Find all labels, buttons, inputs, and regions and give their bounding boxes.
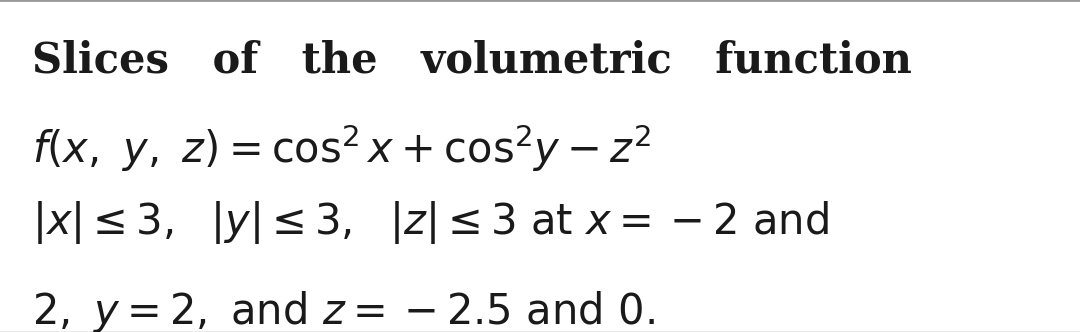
Text: $\mathit{f}(\mathit{x},\ \mathit{y},\ \mathit{z}) = \cos^2 \mathit{x} + \cos^2\!: $\mathit{f}(\mathit{x},\ \mathit{y},\ \m… [32,123,651,174]
Text: $|\mathit{x}| \leq 3,\ \ |\mathit{y}| \leq 3,\ \ |\mathit{z}| \leq 3\ \mathrm{at: $|\mathit{x}| \leq 3,\ \ |\mathit{y}| \l… [32,199,829,246]
Text: $2,\ \mathit{y} = 2,\ \mathrm{and}\ \mathit{z} = -2.5\ \mathrm{and}\ 0.$: $2,\ \mathit{y} = 2,\ \mathrm{and}\ \mat… [32,289,656,332]
Text: Slices   of   the   volumetric   function: Slices of the volumetric function [32,40,913,82]
